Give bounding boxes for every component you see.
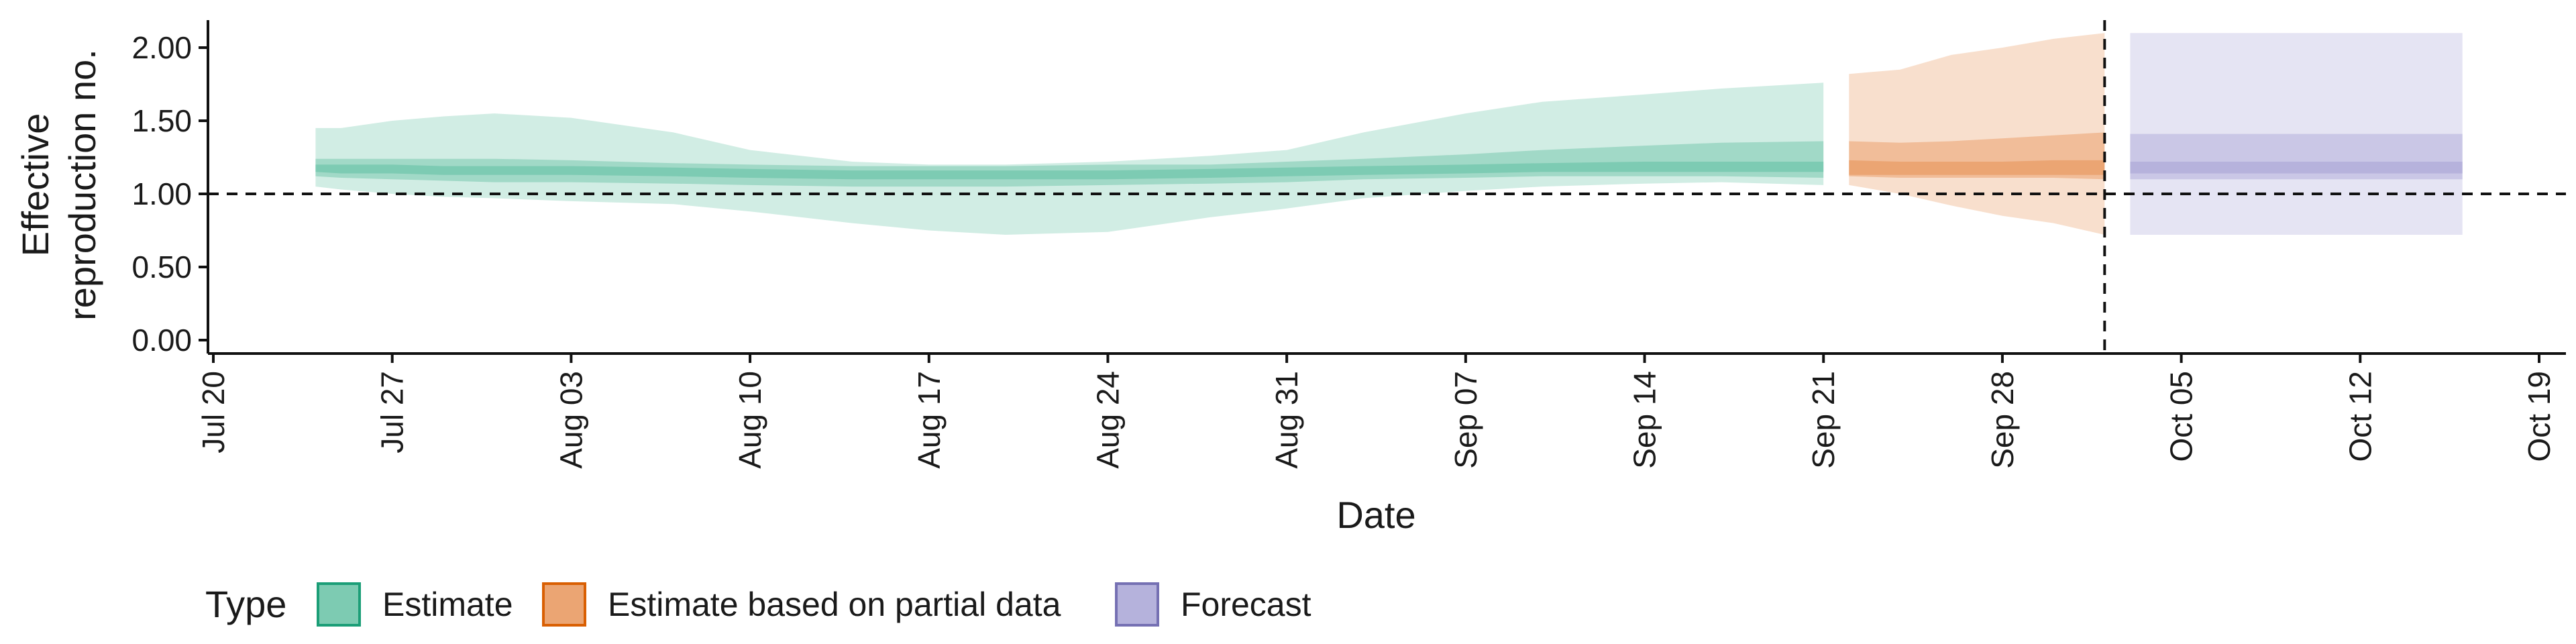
legend-key-3 — [1115, 582, 1159, 627]
x-tick-label: Jul 27 — [375, 371, 410, 453]
series-2 — [1849, 33, 2105, 235]
y-tick-label: 2.00 — [131, 30, 192, 65]
y-axis-title-line-1: Effective — [14, 113, 56, 257]
series-1 — [315, 83, 1824, 235]
axis-titles: Date Effective reproduction no. — [14, 49, 1416, 536]
legend-title: Type — [205, 583, 286, 625]
band-inner — [315, 162, 1824, 180]
legend-key-2 — [542, 582, 586, 627]
legend-key-1 — [317, 582, 361, 627]
band-inner — [1849, 160, 2105, 175]
y-tick-label: 0.50 — [131, 250, 192, 284]
x-tick-label: Oct 05 — [2164, 371, 2199, 462]
x-axis-title: Date — [1336, 494, 1415, 536]
legend: Type Estimate Estimate based on partial da… — [205, 582, 1311, 627]
x-tick-label: Aug 24 — [1090, 371, 1125, 469]
x-tick-label: Oct 12 — [2343, 371, 2377, 462]
legend-label-2: Estimate based on partial data — [608, 586, 1061, 623]
band-outer — [2130, 33, 2463, 235]
legend-label-1: Estimate — [382, 586, 513, 623]
legend-label-3: Forecast — [1181, 586, 1311, 623]
x-tick-label: Sep 28 — [1985, 371, 2020, 469]
x-tick-label: Sep 07 — [1448, 371, 1483, 469]
x-axis-ticks: Jul 20 Jul 27 Aug 03 Aug 10 Aug 17 Aug 24 Aug … — [196, 354, 2557, 469]
axes — [207, 20, 2566, 355]
x-tick-label: Oct 19 — [2522, 371, 2557, 462]
x-tick-label: Sep 14 — [1627, 371, 1662, 469]
x-tick-label: Jul 20 — [196, 371, 231, 453]
band-outer — [1849, 33, 2105, 235]
x-tick-label: Aug 03 — [553, 371, 588, 469]
x-tick-label: Aug 31 — [1269, 371, 1304, 469]
y-axis-ticks: 0.00 0.50 1.00 1.50 2.00 — [131, 30, 208, 358]
y-tick-label: 1.00 — [131, 176, 192, 211]
band-outer — [315, 83, 1824, 235]
series-3 — [2130, 33, 2463, 235]
y-tick-label: 1.50 — [131, 103, 192, 138]
y-axis-title-line-2: reproduction no. — [61, 49, 103, 321]
x-tick-label: Aug 17 — [912, 371, 947, 469]
ribbon-bands — [315, 33, 2463, 235]
y-tick-label: 0.00 — [131, 323, 192, 358]
band-inner — [2130, 162, 2463, 174]
x-tick-label: Aug 10 — [733, 371, 767, 469]
x-tick-label: Sep 21 — [1806, 371, 1841, 469]
